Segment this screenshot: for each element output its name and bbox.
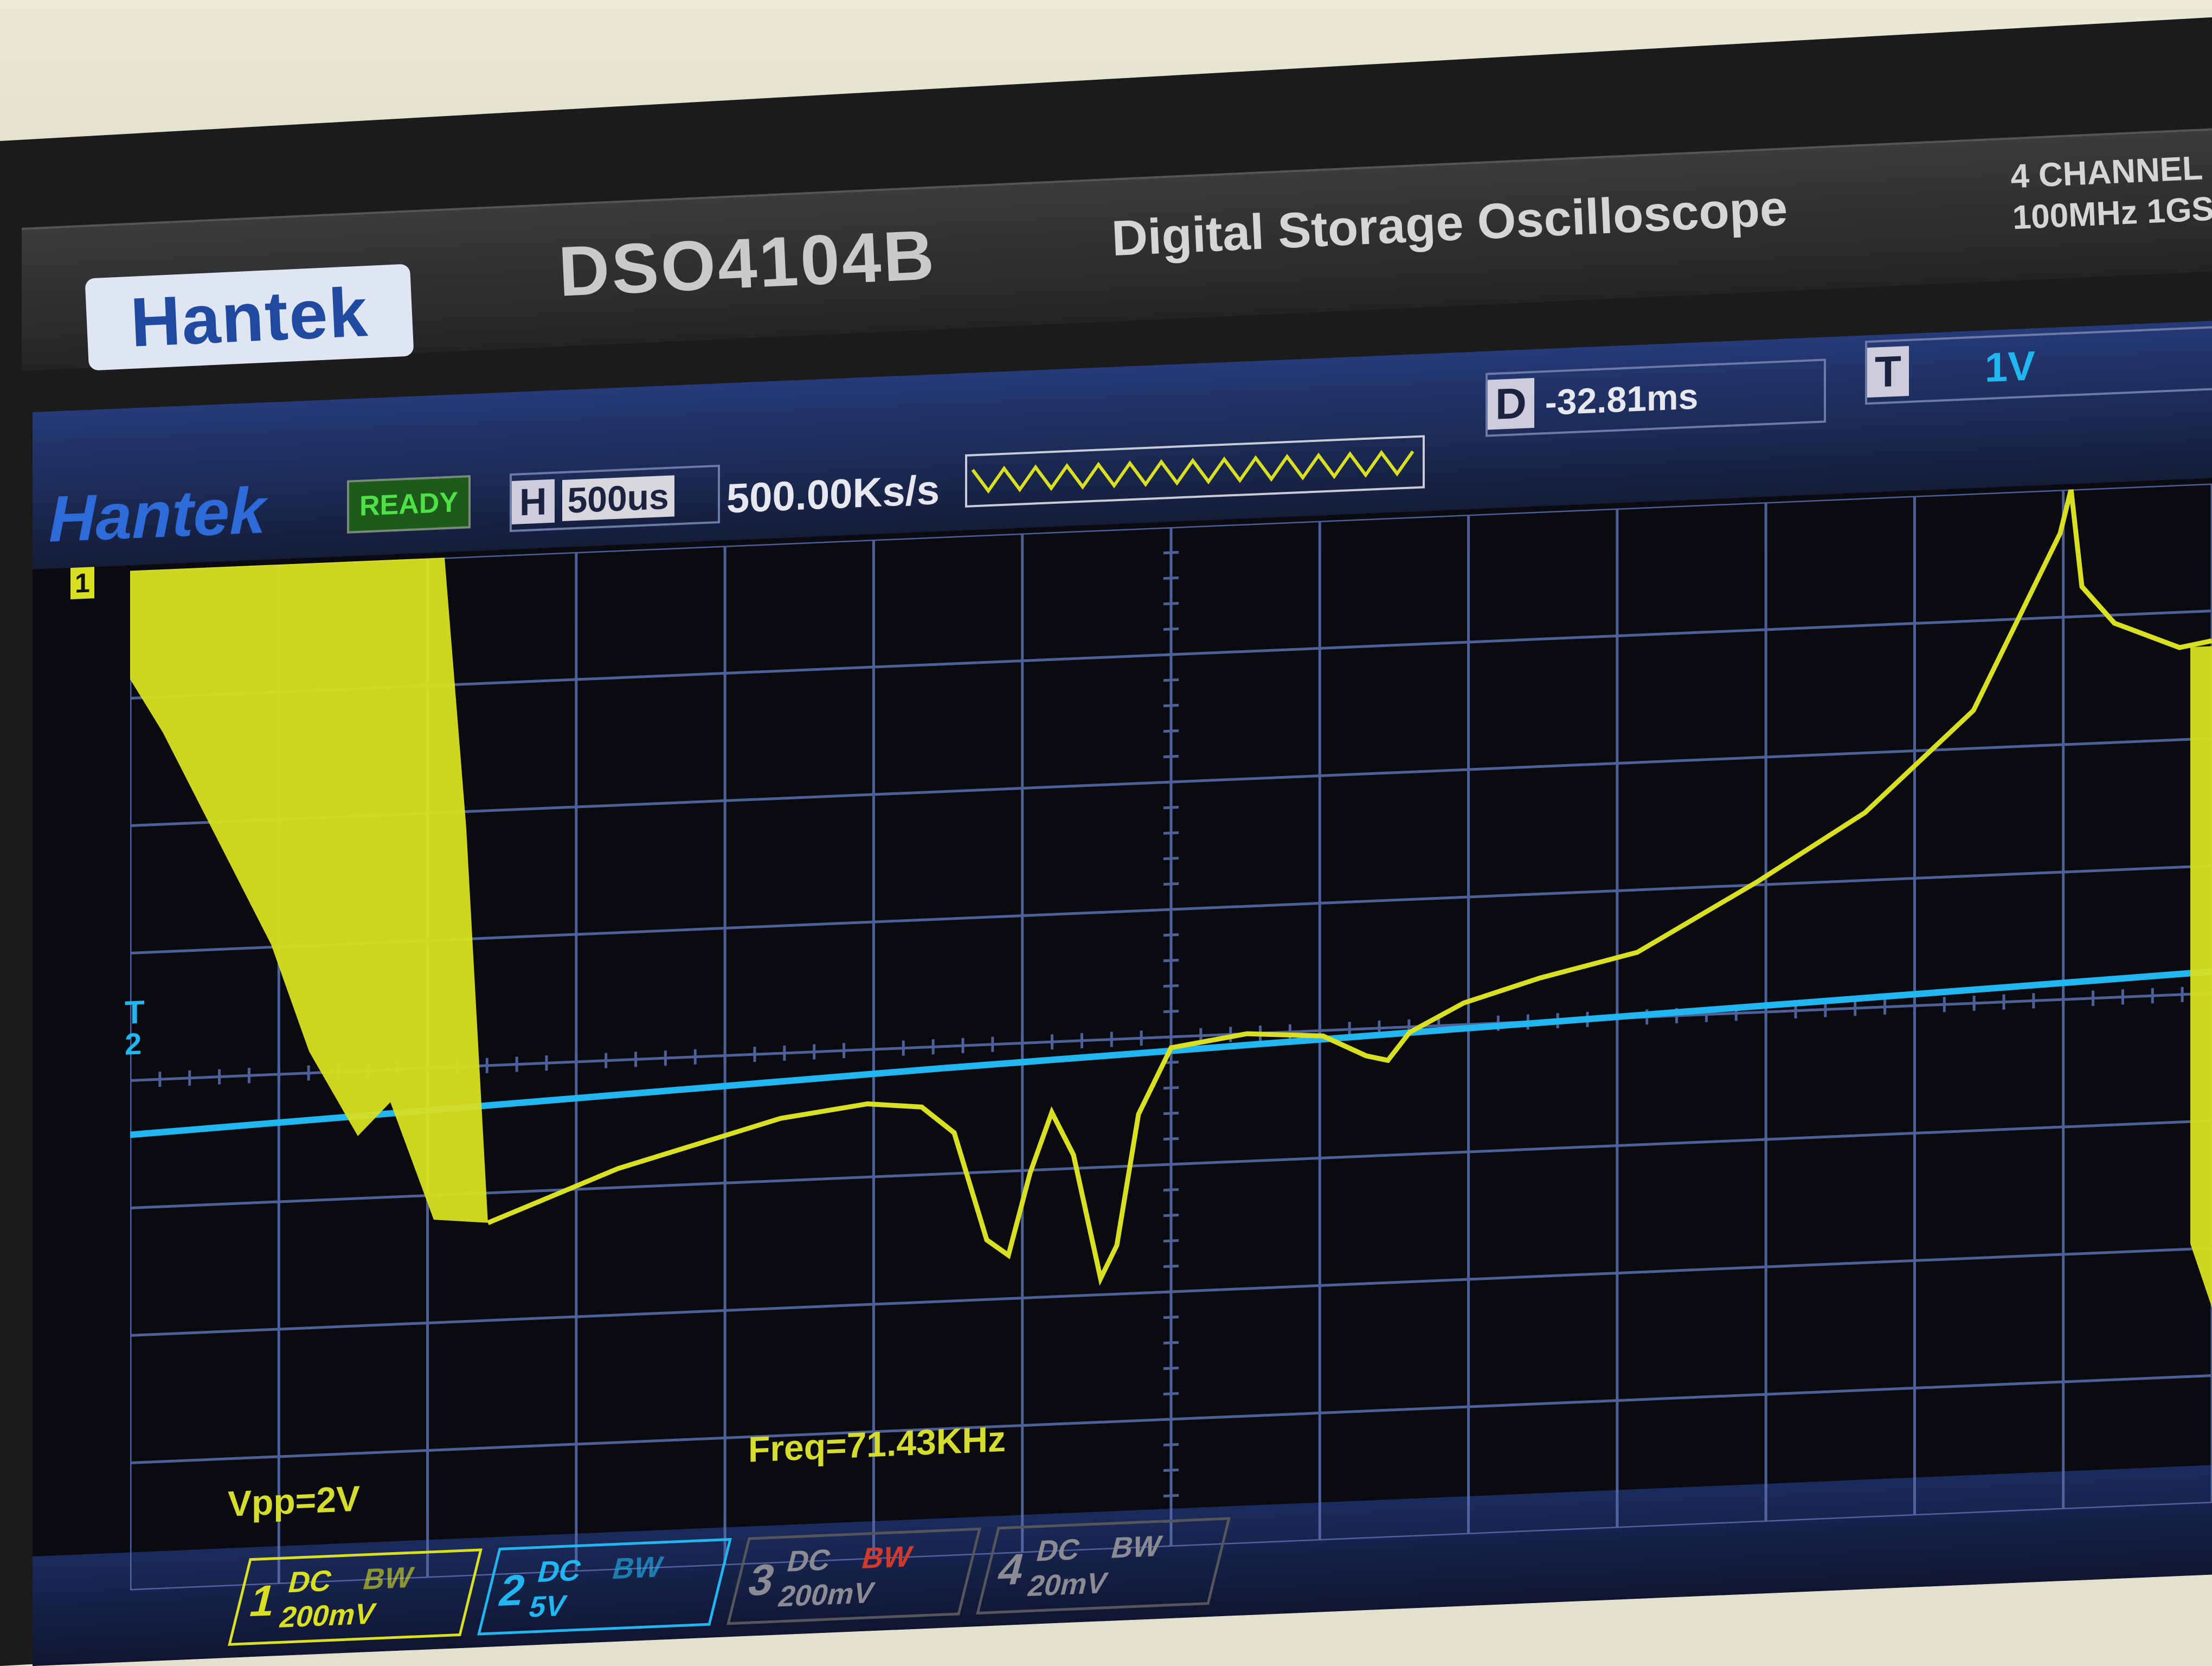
channel-4-scale: 20mV [1024,1564,1156,1604]
channel-4-bw: BW [1108,1528,1165,1565]
channel-3-coupling: DC [783,1542,834,1579]
ch1-burst-left [130,556,488,1238]
screen-logo: Hantek [49,473,266,557]
channel-3-box[interactable]: 3 DC BW 200mV [726,1528,981,1625]
ch2-marker[interactable]: 2 [125,1026,142,1062]
channel-4-box[interactable]: 4 DC BW 20mV [976,1517,1231,1614]
trigger-level: 1V [1985,342,2035,392]
brand-logo: Hantek [85,264,414,370]
channel-1-coupling: DC [285,1564,336,1600]
channel-4-coupling: DC [1033,1532,1084,1569]
channel-3-bw: BW [858,1539,916,1576]
channel-2-bw: BW [609,1549,666,1586]
timebase-label: H [512,479,555,524]
channel-1-scale: 200mV [276,1595,408,1635]
channel-2-coupling: DC [534,1553,585,1590]
delay-label: D [1488,378,1534,430]
model-label: DSO4104B [557,214,938,312]
channel-3-scale: 200mV [775,1574,907,1614]
channel-spec: 4 CHANNEL 100MHz 1GS [2010,148,2212,239]
timebase-box[interactable]: H 500us [510,465,720,532]
brand-logo-text: Hantek [128,272,370,363]
delay-value: -32.81ms [1545,375,1699,423]
ch1-marker[interactable]: 1 [70,567,94,599]
ch1-burst-right [2190,646,2212,1309]
channel-1-bw: BW [359,1560,417,1597]
timebase-value: 500us [562,475,674,521]
channel-1-box[interactable]: 1 DC BW 200mV [228,1548,483,1646]
sample-rate: 500.00Ks/s [726,466,940,522]
vpp-measurement: Vpp=2V [228,1478,360,1524]
lcd-screen: Hantek READY H 500us 500.00Ks/s D -32.81… [33,321,2212,1666]
run-status-badge[interactable]: READY [347,475,471,534]
trigger-label: T [1867,346,1909,398]
channel-2-scale: 5V [525,1585,658,1625]
graticule [130,484,2212,1591]
channel-2-box[interactable]: 2 DC BW 5V [477,1538,732,1636]
waveform-grid [130,484,2212,1591]
